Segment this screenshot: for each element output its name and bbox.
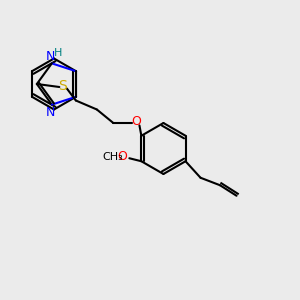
Text: S: S (58, 80, 67, 93)
Text: O: O (131, 115, 141, 128)
Text: N: N (46, 106, 55, 118)
Text: H: H (54, 48, 63, 58)
Text: N: N (46, 50, 55, 63)
Text: CH₃: CH₃ (102, 152, 123, 162)
Text: O: O (117, 150, 127, 163)
